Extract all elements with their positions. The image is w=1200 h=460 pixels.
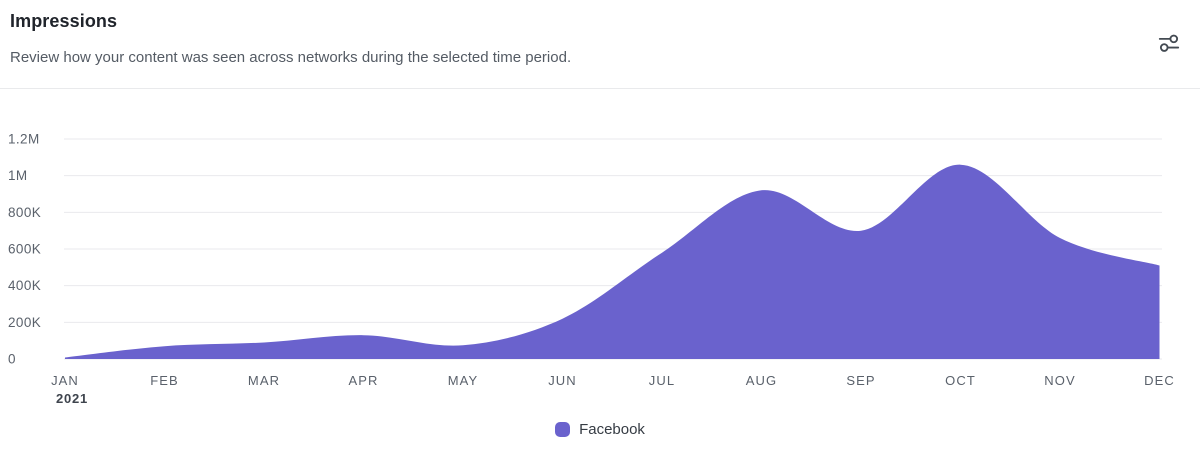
page-subtitle: Review how your content was seen across … [10, 49, 572, 66]
area-series-facebook[interactable] [65, 164, 1160, 359]
x-axis-tick-label: FEB [150, 373, 179, 388]
chart-legend: Facebook [0, 421, 1200, 438]
legend-label-facebook[interactable]: Facebook [579, 421, 645, 438]
header-divider [0, 88, 1200, 89]
sliders-adjust-icon [1156, 30, 1182, 56]
x-axis-tick-label: MAR [248, 373, 280, 388]
x-axis-tick-label: NOV [1044, 373, 1075, 388]
x-axis-year-label: 2021 [56, 391, 88, 406]
x-axis-tick-label: JAN [51, 373, 79, 388]
x-axis-tick-label: JUN [548, 373, 577, 388]
legend-swatch-facebook[interactable] [555, 422, 571, 437]
widget-header: Impressions Review how your content was … [0, 0, 1200, 89]
x-axis-tick-label: JUL [649, 373, 675, 388]
x-axis-tick-label: DEC [1144, 373, 1175, 388]
y-axis-tick-label: 1.2M [8, 132, 40, 147]
y-axis-tick-label: 200K [8, 315, 41, 330]
x-axis-tick-label: SEP [846, 373, 875, 388]
page-title: Impressions [10, 11, 118, 31]
y-axis-tick-label: 0 [8, 352, 16, 367]
x-axis-tick-label: APR [348, 373, 378, 388]
x-axis-tick-label: OCT [945, 373, 976, 388]
y-axis-tick-label: 800K [8, 205, 41, 220]
x-axis-tick-label: AUG [746, 373, 777, 388]
x-axis-tick-label: MAY [448, 373, 479, 388]
y-axis-tick-label: 600K [8, 242, 41, 257]
chart-settings-button[interactable] [1152, 26, 1186, 60]
y-axis-tick-label: 400K [8, 278, 41, 293]
y-axis-tick-label: 1M [8, 168, 28, 183]
